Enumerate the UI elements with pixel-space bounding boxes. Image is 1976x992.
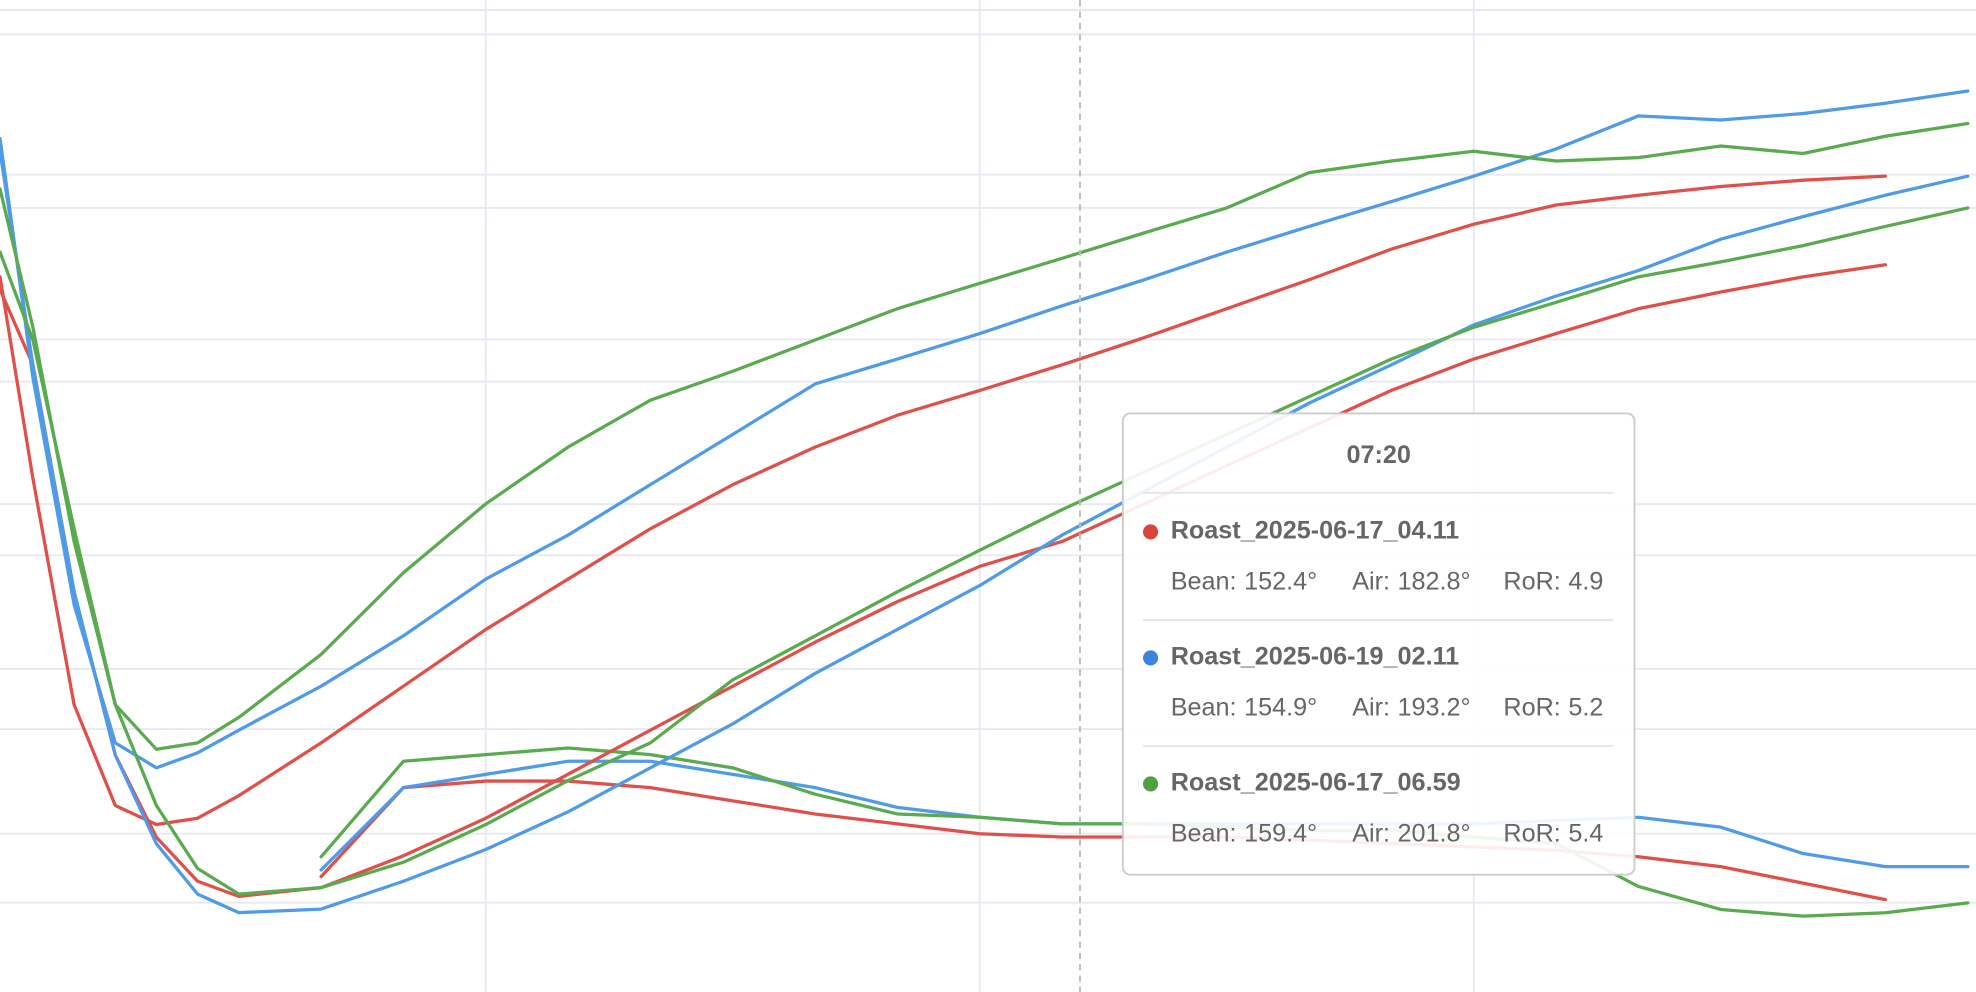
field-label: Air: xyxy=(1352,819,1390,847)
tooltip-series-name: Roast_2025-06-17_04.11 xyxy=(1171,517,1459,545)
field-label: RoR: xyxy=(1503,693,1560,721)
tooltip-field: Bean: 159.4° xyxy=(1171,819,1317,847)
field-value: 193.2° xyxy=(1398,693,1471,721)
tooltip-series-name: Roast_2025-06-17_06.59 xyxy=(1171,769,1461,797)
tooltip-box xyxy=(1121,412,1636,876)
tooltip-field: Bean: 152.4° xyxy=(1171,567,1317,595)
legend-dot xyxy=(1143,776,1159,792)
bean-line xyxy=(0,206,1970,896)
field-label: Air: xyxy=(1352,567,1390,595)
tooltip-field: Air: 193.2° xyxy=(1352,693,1470,721)
tooltip-field: Air: 182.8° xyxy=(1352,567,1470,595)
ror-line xyxy=(319,779,1888,902)
air-line xyxy=(0,89,1970,770)
field-value: 4.9 xyxy=(1568,567,1603,595)
field-value: 5.4 xyxy=(1568,819,1603,847)
field-value: 152.4° xyxy=(1244,567,1317,595)
field-label: Bean: xyxy=(1171,567,1237,595)
bean-line xyxy=(0,149,1970,915)
legend-dot xyxy=(1143,650,1159,666)
tooltip-series-name: Roast_2025-06-19_02.11 xyxy=(1171,643,1459,671)
field-value: 159.4° xyxy=(1244,819,1317,847)
field-value: 154.9° xyxy=(1244,693,1317,721)
air-line xyxy=(0,174,1888,827)
legend-dot xyxy=(1143,524,1159,540)
bean-line xyxy=(0,263,1888,899)
tooltip-field: RoR: 4.9 xyxy=(1503,567,1603,595)
field-label: Bean: xyxy=(1171,693,1237,721)
field-label: Bean: xyxy=(1171,819,1237,847)
tooltip-title: 07:20 xyxy=(1346,441,1410,469)
tooltip-field: Air: 201.8° xyxy=(1352,819,1470,847)
field-label: Air: xyxy=(1352,693,1390,721)
air-line xyxy=(0,121,1970,751)
field-value: 5.2 xyxy=(1568,693,1603,721)
field-value: 201.8° xyxy=(1398,819,1471,847)
tooltip-field: Bean: 154.9° xyxy=(1171,693,1317,721)
field-label: RoR: xyxy=(1503,819,1560,847)
tooltip-field: RoR: 5.4 xyxy=(1503,819,1603,847)
field-label: RoR: xyxy=(1503,567,1560,595)
tooltip-field: RoR: 5.2 xyxy=(1503,693,1603,721)
field-value: 182.8° xyxy=(1398,567,1471,595)
